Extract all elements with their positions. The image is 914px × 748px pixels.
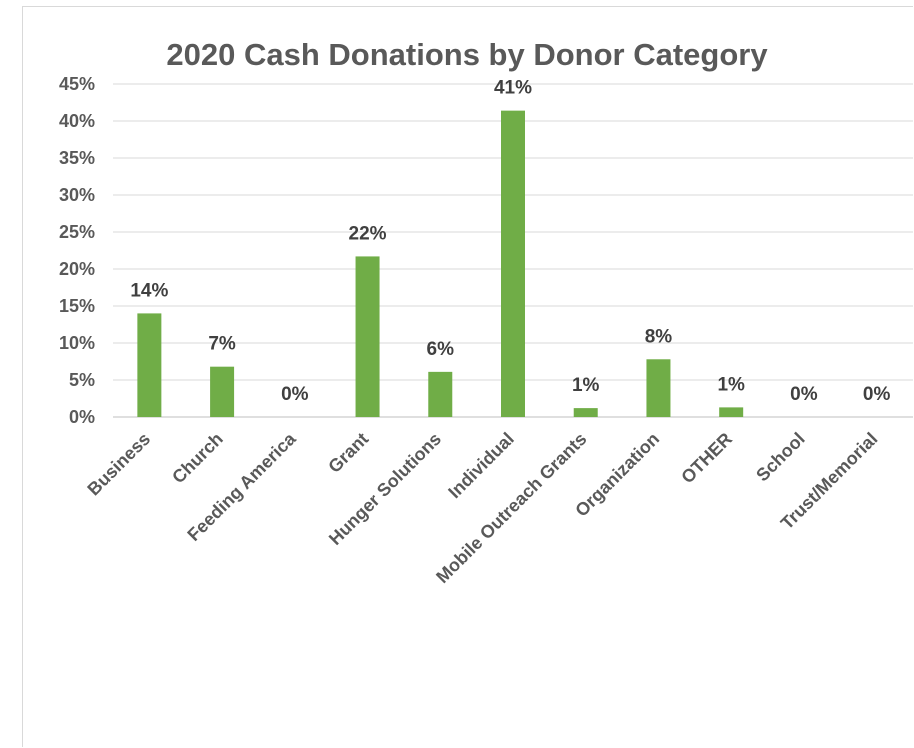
x-tick-label: Business bbox=[83, 429, 154, 500]
x-tick-label: School bbox=[752, 429, 809, 486]
x-tick-label: Mobile Outreach Grants bbox=[432, 429, 590, 587]
y-tick-label: 15% bbox=[59, 296, 95, 316]
data-label: 0% bbox=[790, 384, 818, 405]
data-label: 1% bbox=[717, 374, 745, 395]
bar bbox=[501, 110, 525, 417]
data-label: 14% bbox=[130, 280, 168, 301]
data-labels: 14% 7% 0% 22% 6% 41% 1% 8% 1% 0% 0% bbox=[130, 78, 890, 405]
chart-title: 2020 Cash Donations by Donor Category bbox=[166, 37, 768, 72]
bars bbox=[137, 110, 744, 417]
bar bbox=[573, 408, 598, 417]
data-label: 7% bbox=[208, 334, 236, 355]
data-label: 22% bbox=[349, 223, 387, 244]
bar bbox=[137, 313, 162, 417]
bar bbox=[210, 366, 235, 417]
y-tick-label: 45% bbox=[59, 74, 95, 94]
x-tick-label: OTHER bbox=[677, 429, 736, 488]
data-label: 6% bbox=[427, 339, 455, 360]
y-tick-label: 10% bbox=[59, 333, 95, 353]
bar bbox=[428, 371, 453, 417]
y-tick-label: 5% bbox=[69, 370, 95, 390]
y-tick-label: 0% bbox=[69, 407, 95, 427]
data-label: 41% bbox=[494, 78, 532, 99]
y-tick-label: 20% bbox=[59, 259, 95, 279]
x-tick-label: Grant bbox=[324, 429, 372, 477]
bar bbox=[646, 359, 671, 417]
y-tick-label: 30% bbox=[59, 185, 95, 205]
data-label: 1% bbox=[572, 375, 600, 396]
bar bbox=[719, 407, 744, 417]
x-tick-label: Church bbox=[168, 429, 227, 488]
chart-frame bbox=[22, 6, 913, 747]
y-tick-label: 25% bbox=[59, 222, 95, 242]
bar bbox=[355, 256, 380, 417]
y-axis: 0% 5% 10% 15% 20% 25% 30% 35% 40% 45% bbox=[59, 74, 95, 427]
x-tick-label: Individual bbox=[444, 429, 518, 503]
y-tick-label: 40% bbox=[59, 111, 95, 131]
data-label: 8% bbox=[645, 326, 673, 347]
y-tick-label: 35% bbox=[59, 148, 95, 168]
data-label: 0% bbox=[281, 384, 309, 405]
data-label: 0% bbox=[863, 384, 891, 405]
